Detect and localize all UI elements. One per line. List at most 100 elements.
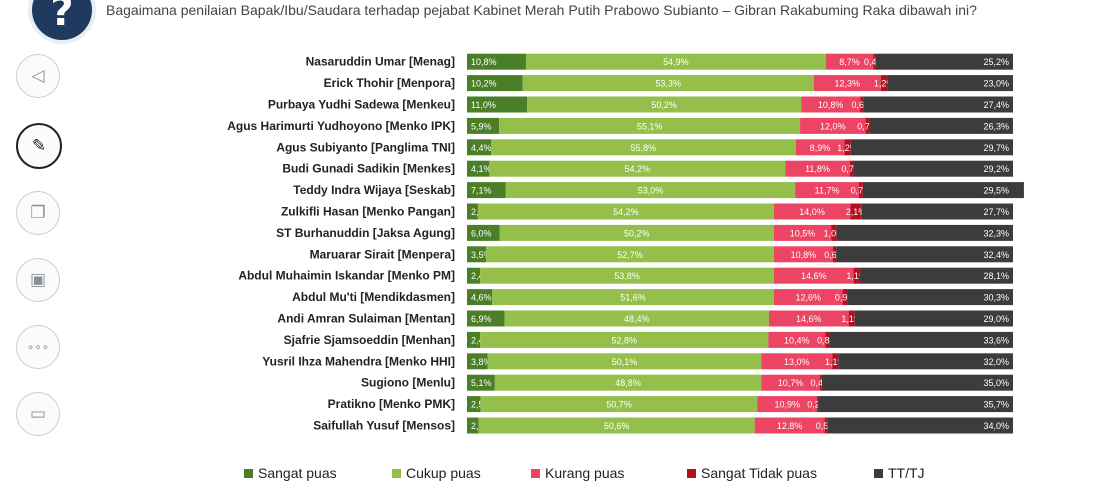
pen-button[interactable]: ✎	[16, 123, 62, 169]
data-label: 54,9%	[663, 57, 689, 67]
bar-segment	[467, 139, 492, 156]
category-label: Abdul Mu'ti [Mendikdasmen]	[292, 290, 455, 304]
presenter-icon: ▣	[29, 270, 47, 290]
category-label: Zulkifli Hasan [Menko Pangan]	[281, 205, 455, 219]
bar-segment	[467, 289, 493, 306]
bar-segment	[499, 117, 801, 134]
bar-segment	[795, 182, 860, 199]
bar-segment	[836, 224, 1013, 241]
bar-segment	[467, 96, 528, 113]
data-label: 50,7%	[606, 400, 632, 410]
data-label: 53,3%	[655, 79, 681, 89]
bar-segment	[816, 396, 819, 413]
bar-segment	[761, 374, 820, 391]
bar-segment	[880, 75, 888, 92]
data-label: 29,0%	[983, 314, 1009, 324]
bar-segment	[873, 53, 876, 70]
bar-segment	[492, 289, 774, 306]
category-label: Maruarar Sirait [Menpera]	[310, 247, 455, 261]
category-label: Erick Thohir [Menpora]	[324, 76, 455, 90]
bar-segment	[800, 117, 866, 134]
data-label: 35,0%	[983, 378, 1009, 388]
data-label: 2,1%	[846, 207, 867, 217]
bar-segment	[818, 396, 1013, 413]
data-label: 27,4%	[983, 100, 1009, 110]
data-label: 35,7%	[983, 400, 1009, 410]
bar-segment	[773, 203, 851, 220]
data-label: 32,3%	[983, 228, 1009, 238]
category-label: Purbaya Yudhi Sadewa [Menkeu]	[268, 98, 455, 112]
data-label: 34,0%	[983, 421, 1009, 431]
data-label: 10,8%	[818, 100, 844, 110]
data-label: 0,8%	[817, 335, 838, 345]
category-label: Yusril Ihza Mahendra [Menko HHI]	[262, 354, 455, 368]
bar-segment	[480, 331, 769, 348]
data-label: 12,3%	[835, 79, 861, 89]
presenter-button[interactable]: ▣	[16, 258, 60, 302]
bar-segment	[865, 117, 870, 134]
monitor-icon: ▭	[29, 404, 47, 424]
bar-segment	[499, 224, 774, 241]
bar-segment	[773, 224, 832, 241]
bar-segment	[487, 353, 762, 370]
data-label: 10,8%	[471, 57, 497, 67]
bar-segment	[869, 117, 1013, 134]
bar-segment	[859, 182, 863, 199]
presentation-toolbar: ? ◁ ✎ ❐ ▣ ∘∘∘ ▭	[0, 0, 100, 490]
bar-segment	[854, 310, 1013, 327]
bar-segment	[467, 246, 487, 263]
data-label: 1,2%	[837, 143, 858, 153]
data-label: 10,5%	[790, 228, 816, 238]
bar-segment	[467, 182, 506, 199]
windows-button[interactable]: ❐	[16, 191, 60, 235]
data-label: 0,7%	[857, 121, 878, 131]
bar-segment	[477, 203, 774, 220]
bar-segment	[491, 139, 796, 156]
data-label: 48,8%	[615, 378, 641, 388]
more-button[interactable]: ∘∘∘	[16, 325, 60, 369]
bar-segment	[467, 53, 526, 70]
bar-segment	[467, 75, 523, 92]
category-label: Teddy Indra Wijaya [Seskab]	[293, 183, 455, 197]
bar-segment	[522, 75, 814, 92]
bar-segment	[467, 374, 495, 391]
bar-segment	[860, 96, 864, 113]
data-label: 0,5%	[816, 421, 837, 431]
bar-segment	[527, 96, 802, 113]
data-label: 10,2%	[471, 79, 497, 89]
legend-swatch	[874, 469, 883, 478]
bar-segment	[467, 396, 481, 413]
back-button[interactable]: ◁	[16, 54, 60, 98]
bar-segment	[850, 203, 862, 220]
data-label: 26,3%	[983, 121, 1009, 131]
data-label: 10,8%	[791, 250, 817, 260]
bar-segment	[773, 267, 854, 284]
data-label: 3,8%	[471, 357, 492, 367]
bar-segment	[844, 139, 851, 156]
bar-segment	[467, 353, 488, 370]
data-label: 55,1%	[637, 121, 663, 131]
data-label: 53,0%	[638, 186, 664, 196]
data-label: 28,1%	[983, 271, 1009, 281]
category-label: Budi Gunadi Sadikin [Menkes]	[282, 162, 455, 176]
bar-segment	[467, 117, 500, 134]
data-label: 52,7%	[617, 250, 643, 260]
data-label: 29,7%	[983, 143, 1009, 153]
bar-segment	[842, 289, 848, 306]
bar-segment	[467, 417, 479, 434]
legend-label: Kurang puas	[545, 465, 624, 481]
bar-segment	[824, 417, 828, 434]
legend-label: Sangat puas	[258, 465, 337, 481]
legend-swatch	[244, 469, 253, 478]
data-label: 12,8%	[777, 421, 803, 431]
data-label: 55,8%	[631, 143, 657, 153]
bar-segment	[863, 96, 1013, 113]
data-label: 8,9%	[810, 143, 831, 153]
data-label: 50,1%	[612, 357, 638, 367]
data-label: 11,7%	[815, 186, 840, 196]
bar-segment	[467, 310, 505, 327]
display-button[interactable]: ▭	[16, 392, 60, 436]
legend-swatch	[392, 469, 401, 478]
data-label: 6,9%	[471, 314, 492, 324]
bar-segment	[875, 53, 1013, 70]
